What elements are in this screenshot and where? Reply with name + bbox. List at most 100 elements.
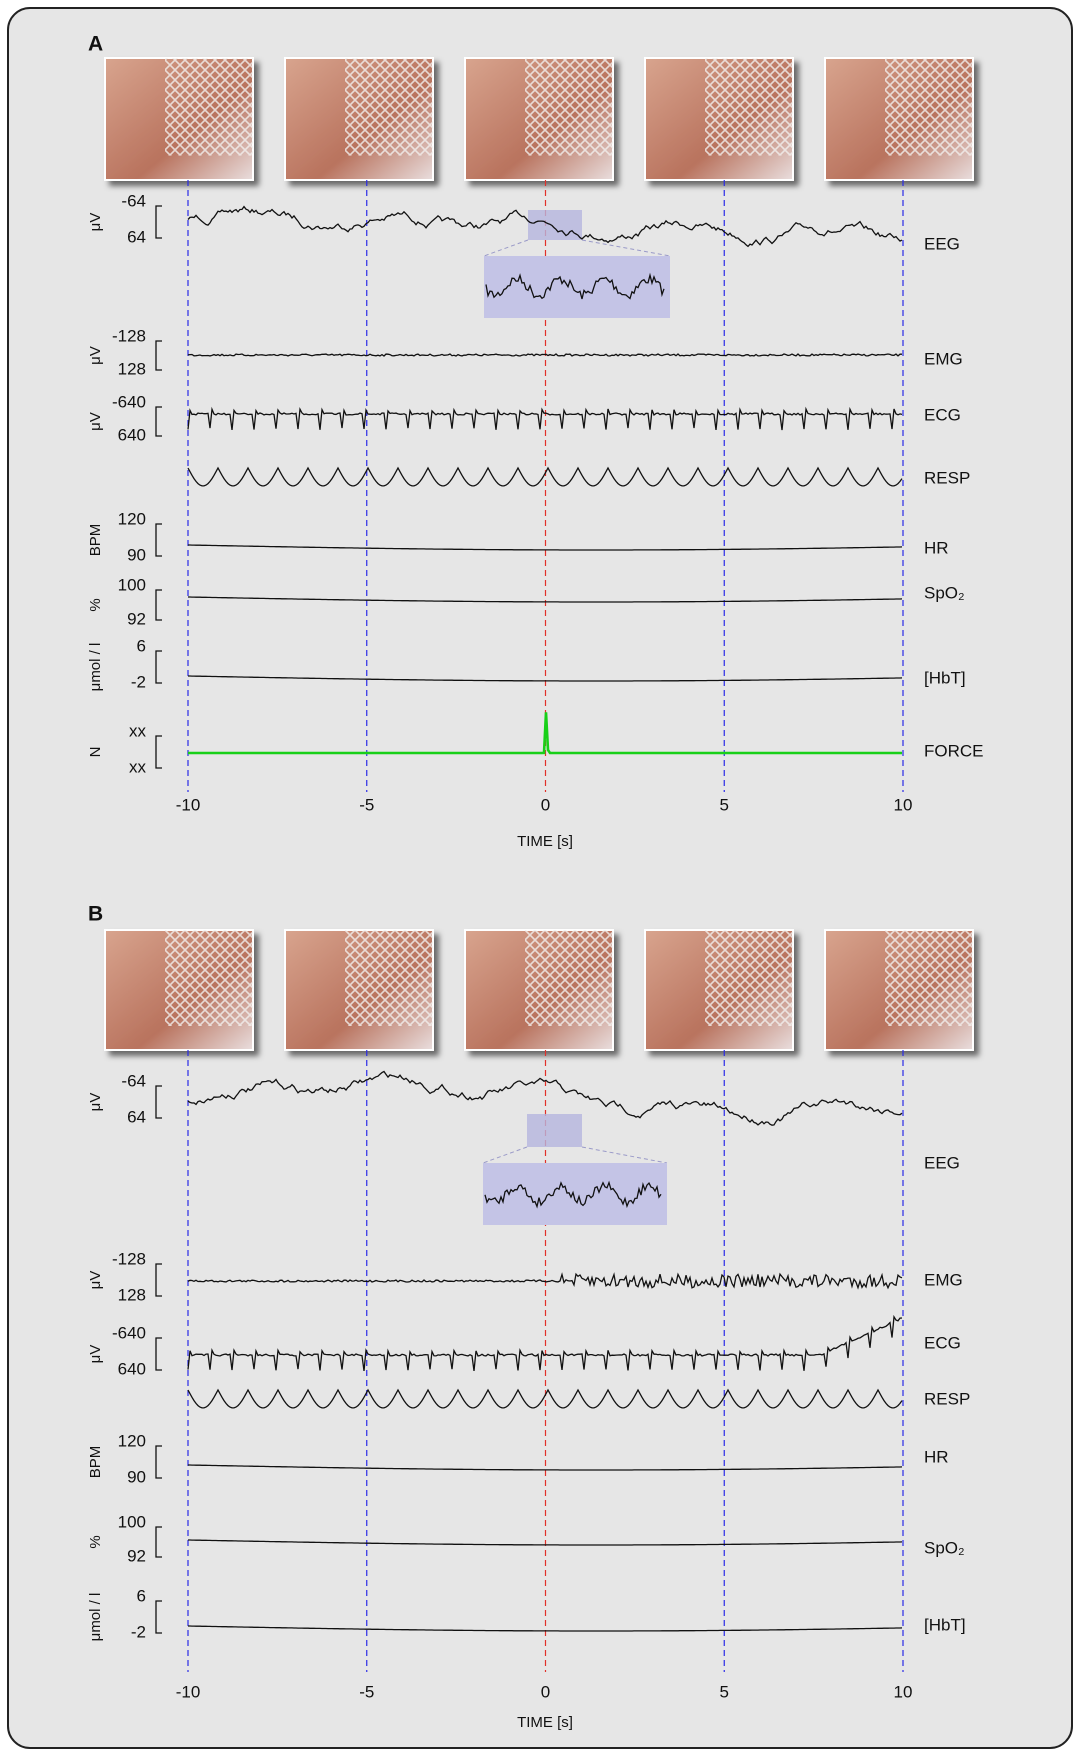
scale-bar [155, 523, 162, 557]
scale-label: 64 [127, 1107, 146, 1126]
photo [644, 929, 794, 1051]
scale-label: 128 [118, 1285, 146, 1304]
unit-label: μV [87, 1345, 104, 1364]
figure-frame [7, 7, 1073, 1749]
unit-label: μV [87, 412, 104, 431]
scale-bar [155, 1263, 162, 1297]
unit-label: μV [87, 1093, 104, 1112]
unit-label: BPM [87, 1446, 104, 1479]
channel-name: EEG [924, 1153, 960, 1172]
unit-label: μV [87, 213, 104, 232]
inset [483, 1163, 667, 1225]
channel-name: EEG [924, 234, 960, 253]
panel-label: A [88, 33, 103, 56]
unit-label: % [87, 1535, 104, 1548]
x-tick-label: 5 [720, 1682, 729, 1701]
signal-trace [187, 466, 903, 487]
channel-name: SpO₂ [924, 583, 965, 602]
signal-trace [188, 1625, 903, 1632]
scale-label: 92 [127, 1546, 146, 1565]
x-tick-label: 10 [894, 795, 913, 814]
scale-bar [155, 1445, 162, 1479]
signal-trace [187, 205, 903, 248]
signal-trace [188, 675, 903, 682]
unit-label: μmol / l [87, 1593, 104, 1642]
photo-net [705, 930, 793, 1026]
x-tick-label: -10 [176, 795, 201, 814]
scale-bar [155, 589, 162, 621]
signal-trace [188, 596, 903, 603]
photo-net [885, 930, 973, 1026]
photo [284, 929, 434, 1051]
unit-label: μmol / l [87, 643, 104, 692]
signal-trace [188, 712, 902, 755]
photo [464, 57, 614, 181]
channel-name: SpO₂ [924, 1538, 965, 1557]
unit-label: % [87, 598, 104, 611]
scale-label: -128 [112, 1249, 146, 1268]
signal-trace [187, 1070, 903, 1126]
x-axis-title: TIME [s] [517, 833, 573, 850]
scale-bar [155, 205, 162, 239]
x-tick-label: 5 [720, 795, 729, 814]
scale-bar [155, 1337, 162, 1371]
photo [824, 929, 974, 1051]
signal-trace [188, 1464, 903, 1471]
unit-label: μV [87, 346, 104, 365]
scale-label: xx [129, 757, 147, 776]
scale-label: xx [129, 721, 147, 740]
unit-label: μV [87, 1271, 104, 1290]
x-tick-label: 0 [541, 795, 550, 814]
scale-label: 90 [127, 1467, 146, 1486]
scale-label: 640 [118, 425, 146, 444]
inset [484, 256, 670, 318]
photo [824, 57, 974, 181]
scale-label: -128 [112, 326, 146, 345]
scale-bar [155, 735, 162, 769]
inset-trace [485, 272, 665, 300]
scale-label: 128 [118, 359, 146, 378]
scale-label: 90 [127, 545, 146, 564]
scale-label: 64 [127, 227, 146, 246]
x-tick-label: 0 [541, 1682, 550, 1701]
scale-label: 120 [118, 509, 146, 528]
scale-label: -64 [121, 1071, 146, 1090]
scale-label: -64 [121, 191, 146, 210]
x-tick-label: -5 [359, 795, 374, 814]
photo [644, 57, 794, 181]
scale-label: 640 [118, 1359, 146, 1378]
scale-bar [155, 650, 162, 684]
photo-net [345, 930, 433, 1026]
signal-trace [187, 1314, 903, 1371]
channel-name: HR [924, 538, 949, 557]
inset-connector [483, 239, 671, 257]
x-tick-label: -10 [176, 1682, 201, 1701]
x-axis-title: TIME [s] [517, 1714, 573, 1731]
photo-net [345, 58, 433, 156]
scale-bar [155, 1085, 162, 1119]
scale-bar [155, 340, 162, 371]
channel-name: EMG [924, 349, 963, 368]
channel-name: RESP [924, 1389, 970, 1408]
inset-trace [484, 1180, 662, 1209]
unit-label: N [87, 747, 104, 758]
scale-label: 120 [118, 1431, 146, 1450]
photo [464, 929, 614, 1051]
panel-label: B [88, 903, 103, 926]
channel-name: ECG [924, 405, 961, 424]
photo-net [165, 930, 253, 1026]
signal-trace [188, 1539, 903, 1546]
scale-bar [155, 1600, 162, 1634]
scale-label: -2 [131, 672, 146, 691]
scale-label: 6 [137, 636, 146, 655]
scale-label: -640 [112, 1323, 146, 1342]
scale-label: -640 [112, 392, 146, 411]
scale-label: 92 [127, 609, 146, 628]
photo [104, 929, 254, 1051]
photo-net [165, 58, 253, 156]
scale-bar [155, 406, 162, 437]
signal-trace [187, 1272, 903, 1290]
channel-name: ECG [924, 1333, 961, 1352]
inset-connector [482, 1146, 668, 1164]
